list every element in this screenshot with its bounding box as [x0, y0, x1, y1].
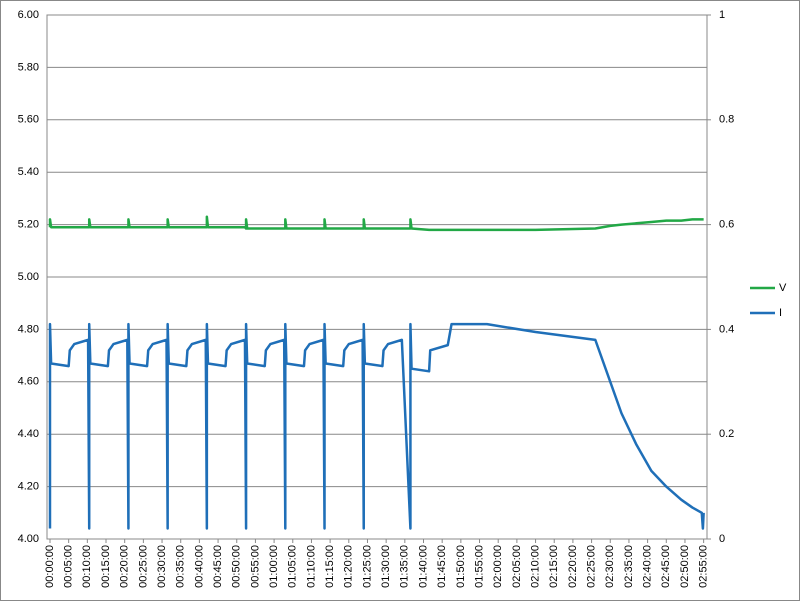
- x-tick-label: 00:35:00: [175, 545, 187, 588]
- x-tick-label: 02:15:00: [548, 545, 560, 588]
- x-tick-label: 01:05:00: [287, 545, 299, 588]
- y2-tick-label: 0.8: [719, 114, 734, 126]
- y-tick-label: 4.60: [18, 376, 39, 388]
- y-tick-label: 4.80: [18, 323, 39, 335]
- x-tick-label: 00:10:00: [81, 545, 93, 588]
- legend-label: V: [779, 282, 787, 294]
- x-tick-label: 00:45:00: [212, 545, 224, 588]
- y2-tick-label: 0.4: [719, 323, 734, 335]
- x-tick-label: 01:30:00: [380, 545, 392, 588]
- x-tick-label: 02:40:00: [642, 545, 654, 588]
- y-tick-label: 4.20: [18, 481, 39, 493]
- y2-tick-label: 1: [719, 9, 725, 21]
- y2-tick-label: 0: [719, 533, 725, 545]
- x-tick-label: 02:00:00: [492, 545, 504, 588]
- x-tick-label: 02:25:00: [585, 545, 597, 588]
- x-tick-label: 00:55:00: [249, 545, 261, 588]
- x-tick-label: 02:55:00: [698, 545, 710, 588]
- x-tick-label: 01:45:00: [436, 545, 448, 588]
- y-tick-label: 4.40: [18, 428, 39, 440]
- x-tick-label: 01:35:00: [399, 545, 411, 588]
- x-tick-label: 02:50:00: [679, 545, 691, 588]
- y2-tick-label: 0.2: [719, 428, 734, 440]
- x-tick-label: 01:20:00: [343, 545, 355, 588]
- x-tick-label: 00:05:00: [63, 545, 75, 588]
- y2-tick-label: 0.6: [719, 219, 734, 231]
- series-line: [48, 322, 705, 530]
- x-tick-label: 01:15:00: [324, 545, 336, 588]
- y-tick-label: 5.60: [18, 114, 39, 126]
- y-tick-label: 5.80: [18, 61, 39, 73]
- series-line: [48, 215, 705, 232]
- x-tick-label: 02:05:00: [511, 545, 523, 588]
- x-tick-label: 02:45:00: [660, 545, 672, 588]
- y-tick-label: 5.00: [18, 271, 39, 283]
- x-tick-label: 01:40:00: [417, 545, 429, 588]
- y-tick-label: 6.00: [18, 9, 39, 21]
- x-tick-label: 00:20:00: [119, 545, 131, 588]
- x-tick-label: 02:30:00: [604, 545, 616, 588]
- x-tick-label: 00:00:00: [44, 545, 56, 588]
- x-tick-label: 00:25:00: [137, 545, 149, 588]
- x-tick-label: 02:20:00: [567, 545, 579, 588]
- x-tick-label: 01:55:00: [473, 545, 485, 588]
- x-tick-label: 01:50:00: [455, 545, 467, 588]
- x-tick-label: 00:40:00: [193, 545, 205, 588]
- x-tick-label: 01:10:00: [305, 545, 317, 588]
- x-tick-label: 01:25:00: [361, 545, 373, 588]
- x-tick-label: 00:15:00: [100, 545, 112, 588]
- y-tick-label: 5.40: [18, 166, 39, 178]
- x-tick-label: 02:10:00: [529, 545, 541, 588]
- y-tick-label: 4.00: [18, 533, 39, 545]
- plot-border: [46, 14, 708, 540]
- x-tick-label: 01:00:00: [268, 545, 280, 588]
- x-tick-label: 00:50:00: [231, 545, 243, 588]
- x-tick-label: 02:35:00: [623, 545, 635, 588]
- y-tick-label: 5.20: [18, 219, 39, 231]
- legend-label: I: [779, 307, 782, 319]
- x-tick-label: 00:30:00: [156, 545, 168, 588]
